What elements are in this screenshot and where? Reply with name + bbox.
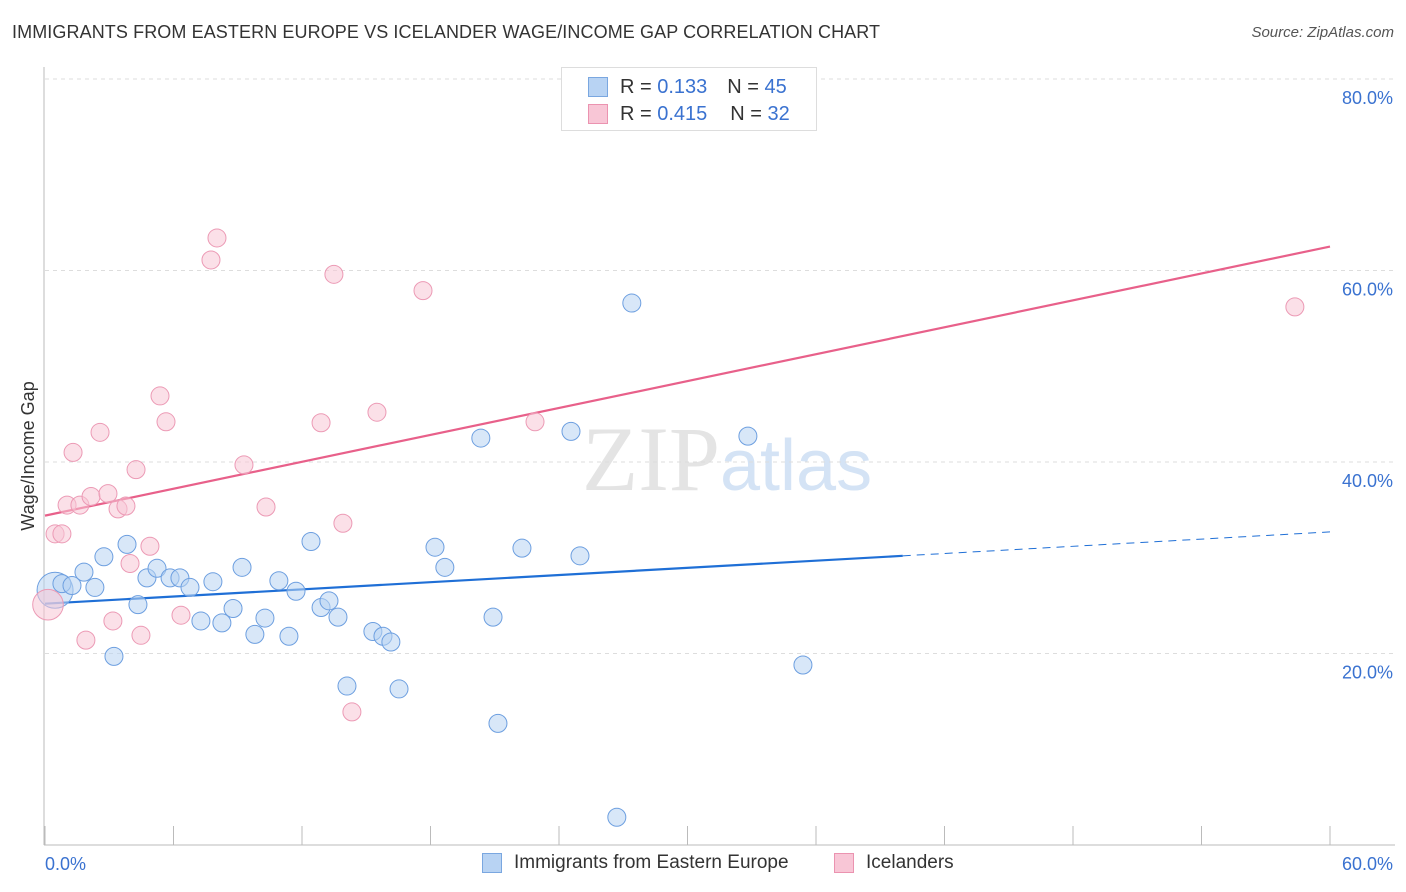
n-value: 32 [767, 102, 790, 125]
r-label: R = [620, 75, 652, 98]
legend: R = 0.133 N = 45 R = 0.415 N = 32 [561, 67, 817, 131]
icelanders-point [116, 496, 136, 516]
eastern-europe-point [607, 807, 627, 827]
icelanders-point [52, 524, 72, 544]
eastern-europe-point [117, 534, 137, 554]
icelanders-point [156, 412, 176, 432]
n-value: 45 [764, 75, 787, 98]
eastern-europe-point [337, 676, 357, 696]
r-value: 0.133 [657, 75, 708, 98]
icelanders-point [126, 460, 146, 480]
r-value: 0.415 [657, 102, 708, 125]
eastern-europe-point [301, 531, 321, 551]
icelanders-point [98, 484, 118, 504]
chart-title: IMMIGRANTS FROM EASTERN EUROPE VS ICELAN… [12, 22, 881, 42]
eastern-europe-point [561, 421, 581, 441]
eastern-europe-point [319, 591, 339, 611]
eastern-europe-point [85, 577, 105, 597]
eastern-europe-point [203, 572, 223, 592]
eastern-europe-point [389, 679, 409, 699]
eastern-europe-point [104, 646, 124, 666]
eastern-europe-point [738, 426, 758, 446]
eastern-europe-point [212, 613, 232, 633]
legend-row-pink: R = 0.415 N = 32 [588, 101, 790, 127]
eastern-europe-point [570, 546, 590, 566]
source-label: Source: ZipAtlas.com [1251, 24, 1394, 41]
icelanders-point [342, 702, 362, 722]
eastern-europe-point [245, 624, 265, 644]
eastern-europe-point [622, 293, 642, 313]
icelanders-point [413, 281, 433, 301]
icelanders-point [234, 455, 254, 475]
icelanders-point [32, 588, 64, 621]
eastern-europe-point [128, 595, 148, 615]
legend-label: Immigrants from Eastern Europe [514, 852, 789, 873]
icelanders-point [171, 605, 191, 625]
icelanders-point [201, 250, 221, 270]
eastern-europe-trendline-extension [902, 531, 1331, 557]
icelanders-point [207, 228, 227, 248]
eastern-europe-point [180, 577, 200, 597]
eastern-europe-point [488, 713, 508, 733]
x-tick-label: 0.0% [45, 854, 86, 874]
legend-swatch-pink [834, 853, 854, 873]
bottom-legend-pink: Icelanders [834, 852, 954, 874]
eastern-europe-point [223, 598, 243, 618]
eastern-europe-point [425, 537, 445, 557]
eastern-europe-point [483, 607, 503, 627]
icelanders-point [324, 264, 344, 284]
legend-swatch-pink [588, 104, 608, 124]
legend-label: Icelanders [866, 852, 954, 873]
n-label: N = [730, 102, 762, 125]
legend-swatch-blue [482, 853, 502, 873]
eastern-europe-point [512, 538, 532, 558]
icelanders-point [1285, 297, 1305, 317]
eastern-europe-point [269, 571, 289, 591]
eastern-europe-point [62, 576, 82, 596]
icelanders-point [131, 625, 151, 645]
y-tick-label: 20.0% [1342, 663, 1393, 683]
eastern-europe-point [286, 581, 306, 601]
icelanders-trendline [44, 245, 1331, 517]
eastern-europe-point [793, 655, 813, 675]
eastern-europe-point [191, 611, 211, 631]
eastern-europe-point [381, 632, 401, 652]
icelanders-point [90, 422, 110, 442]
icelanders-point [525, 412, 545, 432]
eastern-europe-point [147, 558, 167, 578]
icelanders-point [63, 442, 83, 462]
eastern-europe-point [328, 607, 348, 627]
n-label: N = [727, 75, 759, 98]
icelanders-point [103, 611, 123, 631]
bottom-legend-blue: Immigrants from Eastern Europe [482, 852, 789, 874]
eastern-europe-point [435, 557, 455, 577]
eastern-europe-point [94, 547, 114, 567]
eastern-europe-point [232, 557, 252, 577]
icelanders-point [311, 413, 331, 433]
icelanders-point [256, 497, 276, 517]
icelanders-point [367, 402, 387, 422]
r-label: R = [620, 102, 652, 125]
icelanders-point [76, 630, 96, 650]
eastern-europe-point [74, 562, 94, 582]
y-tick-label: 80.0% [1342, 88, 1393, 108]
icelanders-point [140, 536, 160, 556]
y-tick-label: 40.0% [1342, 471, 1393, 491]
legend-swatch-blue [588, 77, 608, 97]
y-tick-label: 60.0% [1342, 280, 1393, 300]
eastern-europe-point [279, 626, 299, 646]
icelanders-point [150, 386, 170, 406]
watermark-zip: ZIP [582, 408, 720, 510]
icelanders-point [333, 513, 353, 533]
y-axis-label: Wage/Income Gap [18, 381, 38, 530]
eastern-europe-point [255, 608, 275, 628]
x-tick-label: 60.0% [1342, 854, 1393, 874]
icelanders-point [81, 486, 101, 506]
legend-row-blue: R = 0.133 N = 45 [588, 74, 787, 100]
icelanders-point [120, 553, 140, 573]
eastern-europe-point [471, 428, 491, 448]
